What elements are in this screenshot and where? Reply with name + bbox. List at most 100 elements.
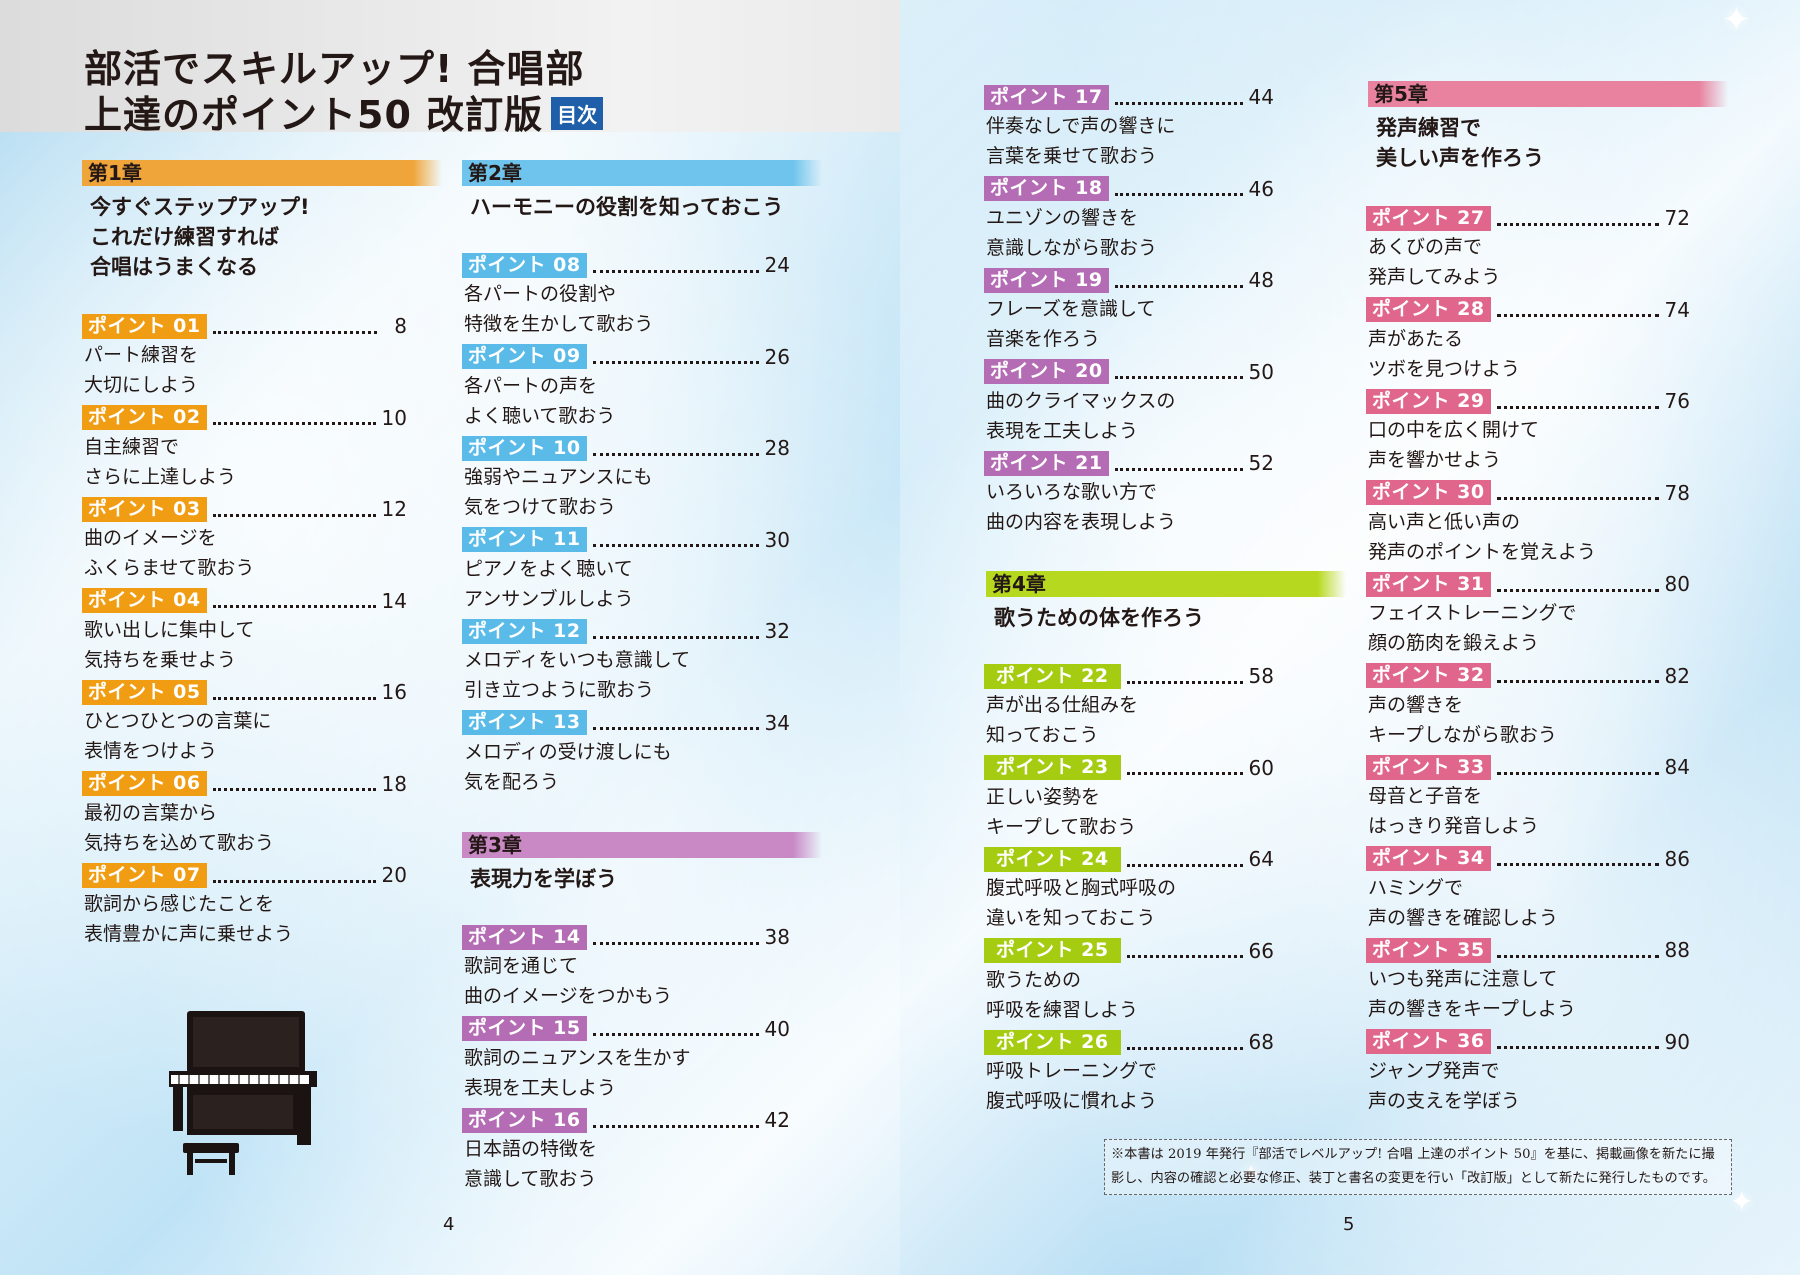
toc-entry[interactable]: ポイント 24 64 腹式呼吸と胸式呼吸の 違いを知っておこう: [984, 845, 1274, 937]
leader-dots: [592, 441, 759, 456]
toc-entry[interactable]: ポイント 07 20 歌詞から感じたことを 表情豊かに声に乗せよう: [82, 861, 407, 953]
toc-entry[interactable]: ポイント 33 84 母音と子音を はっきり発音しよう: [1366, 753, 1690, 845]
book-title-line2-text: 上達のポイント50 改訂版: [84, 93, 544, 137]
point-desc: 呼吸トレーニングで 腹式呼吸に慣れよう: [986, 1060, 1158, 1112]
chapter-5-points: ポイント 27 72 あくびの声で 発声してみよう ポイント 28 74 声があたる ツ…: [1366, 204, 1690, 1119]
page-number: 80: [1664, 572, 1690, 596]
point-badge: ポイント 22: [984, 663, 1121, 689]
page-number: 90: [1664, 1029, 1690, 1054]
page-number: 34: [764, 710, 790, 735]
toc-entry[interactable]: ポイント 10 28 強弱やニュアンスにも 気をつけて歌おう: [462, 434, 790, 526]
toc-entry[interactable]: ポイント 11 30 ピアノをよく聴いて アンサンブルしよう: [462, 526, 790, 618]
page-number: 28: [764, 436, 790, 460]
toc-entry[interactable]: ポイント 04 14 歌い出しに集中して 気持ちを乗せよう: [82, 587, 407, 679]
toc-entry[interactable]: ポイント 18 46 ユニゾンの響きを 意識しながら歌おう: [984, 175, 1274, 267]
leader-dots: [1496, 394, 1659, 409]
chapter-4: 第4章 歌うための体を作ろう: [986, 571, 1346, 633]
toc-entry[interactable]: ポイント 13 34 メロディの受け渡しにも 気を配ろう: [462, 709, 790, 801]
leader-dots: [1126, 852, 1243, 867]
chapter-3-points-b: ポイント 17 44 伴奏なしで声の響きに 言葉を乗せて歌おう ポイント 18 46 ユ…: [984, 83, 1274, 541]
toc-entry[interactable]: ポイント 01 8 パート練習を 大切にしよう: [82, 312, 407, 404]
point-badge: ポイント 13: [462, 710, 587, 735]
toc-entry[interactable]: ポイント 14 38 歌詞を通じて 曲のイメージをつかもう: [462, 923, 790, 1015]
toc-entry[interactable]: ポイント 06 18 最初の言葉から 気持ちを込めて歌おう: [82, 770, 407, 862]
sparkle-icon: ✦: [1722, 0, 1751, 40]
page-number: 20: [381, 863, 407, 887]
toc-entry[interactable]: ポイント 16 42 日本語の特徴を 意識して歌おう: [462, 1106, 790, 1198]
toc-entry[interactable]: ポイント 26 68 呼吸トレーニングで 腹式呼吸に慣れよう: [984, 1028, 1274, 1120]
point-badge: ポイント 12: [462, 618, 587, 644]
toc-entry[interactable]: ポイント 36 90 ジャンプ発声で 声の支えを学ぼう: [1366, 1028, 1690, 1120]
toc-entry[interactable]: ポイント 05 16 ひとつひとつの言葉に 表情をつけよう: [82, 678, 407, 770]
toc-entry[interactable]: ポイント 15 40 歌詞のニュアンスを生かす 表現を工夫しよう: [462, 1015, 790, 1107]
toc-badge: 目次: [551, 97, 604, 130]
point-desc: 最初の言葉から 気持ちを込めて歌おう: [84, 801, 275, 854]
point-desc: 口の中を広く開けて 声を響かせよう: [1368, 419, 1540, 471]
page-number: 68: [1248, 1030, 1274, 1054]
leader-dots: [592, 1113, 759, 1128]
toc-entry[interactable]: ポイント 32 82 声の響きを キープしながら歌おう: [1366, 662, 1690, 754]
point-badge: ポイント 18: [984, 176, 1109, 201]
toc-entry[interactable]: ポイント 08 24 各パートの役割や 特徴を生かして歌おう: [462, 251, 790, 343]
toc-entry[interactable]: ポイント 31 80 フェイストレーニングで 顔の筋肉を鍛えよう: [1366, 570, 1690, 662]
toc-entry[interactable]: ポイント 03 12 曲のイメージを ふくらませて歌おう: [82, 495, 407, 587]
chapter-title: 今すぐステップアップ! これだけ練習すれば 合唱はうまくなる: [90, 195, 310, 279]
point-desc: 歌詞から感じたことを 表情豊かに声に乗せよう: [84, 893, 294, 945]
point-badge: ポイント 04: [82, 588, 207, 613]
leader-dots: [212, 868, 376, 883]
leader-dots: [1114, 90, 1243, 105]
point-desc: 高い声と低い声の 発声のポイントを覚えよう: [1368, 510, 1597, 563]
leader-dots: [212, 319, 377, 334]
toc-entry[interactable]: ポイント 09 26 各パートの声を よく聴いて歌おう: [462, 343, 790, 435]
leader-dots: [212, 502, 376, 517]
chapter-1-points: ポイント 01 8 パート練習を 大切にしよう ポイント 02 10 自主練習で さらに…: [82, 312, 407, 953]
point-desc: 曲のイメージを ふくらませて歌おう: [84, 527, 255, 579]
point-desc: 歌詞を通じて 曲のイメージをつかもう: [464, 955, 673, 1007]
toc-entry[interactable]: ポイント 17 44 伴奏なしで声の響きに 言葉を乗せて歌おう: [984, 83, 1274, 175]
page-number-left: 4: [443, 1214, 455, 1235]
sparkle-icon: ✦: [1240, 1160, 1262, 1190]
point-desc: 日本語の特徴を 意識して歌おう: [464, 1138, 598, 1190]
leader-dots: [1496, 485, 1659, 500]
leader-dots: [592, 624, 759, 639]
point-badge: ポイント 16: [462, 1107, 587, 1133]
point-badge: ポイント 15: [462, 1016, 587, 1041]
page-number: 78: [1664, 480, 1690, 505]
chapter-2-points: ポイント 08 24 各パートの役割や 特徴を生かして歌おう ポイント 09 26 各パ…: [462, 251, 790, 800]
point-badge: ポイント 32: [1366, 663, 1491, 688]
toc-entry[interactable]: ポイント 27 72 あくびの声で 発声してみよう: [1366, 204, 1690, 296]
toc-entry[interactable]: ポイント 19 48 フレーズを意識して 音楽を作ろう: [984, 266, 1274, 358]
point-desc: あくびの声で 発声してみよう: [1368, 236, 1501, 288]
toc-entry[interactable]: ポイント 29 76 口の中を広く開けて 声を響かせよう: [1366, 387, 1690, 479]
toc-entry[interactable]: ポイント 25 66 歌うための 呼吸を練習しよう: [984, 937, 1274, 1029]
point-desc: 各パートの役割や 特徴を生かして歌おう: [464, 283, 654, 335]
point-badge: ポイント 23: [984, 755, 1121, 780]
leader-dots: [1114, 273, 1243, 288]
point-badge: ポイント 02: [82, 405, 207, 430]
toc-entry[interactable]: ポイント 12 32 メロディをいつも意識して 引き立つように歌おう: [462, 617, 790, 709]
point-desc: 声があたる ツボを見つけよう: [1368, 327, 1521, 380]
toc-entry[interactable]: ポイント 21 52 いろいろな歌い方で 曲の内容を表現しよう: [984, 449, 1274, 541]
toc-entry[interactable]: ポイント 22 58 声が出る仕組みを 知っておこう: [984, 662, 1274, 754]
toc-entry[interactable]: ポイント 20 50 曲のクライマックスの 表現を工夫しよう: [984, 358, 1274, 450]
leader-dots: [1126, 760, 1243, 775]
point-badge: ポイント 08: [462, 252, 587, 278]
point-badge: ポイント 10: [462, 435, 587, 461]
leader-dots: [1496, 943, 1659, 958]
point-desc: ジャンプ発声で 声の支えを学ぼう: [1368, 1059, 1521, 1112]
leader-dots: [212, 685, 376, 700]
leader-dots: [212, 410, 376, 425]
point-desc: 自主練習で さらに上達しよう: [84, 435, 237, 488]
page-number: 86: [1664, 846, 1690, 871]
point-desc: ユニゾンの響きを 意識しながら歌おう: [986, 206, 1158, 259]
toc-entry[interactable]: ポイント 35 88 いつも発声に注意して 声の響きをキープしよう: [1366, 936, 1690, 1028]
toc-entry[interactable]: ポイント 34 86 ハミングで 声の響きを確認しよう: [1366, 845, 1690, 937]
toc-entry[interactable]: ポイント 02 10 自主練習で さらに上達しよう: [82, 404, 407, 496]
piano-icon: [169, 1011, 317, 1175]
toc-entry[interactable]: ポイント 30 78 高い声と低い声の 発声のポイントを覚えよう: [1366, 479, 1690, 571]
chapter-label: 第5章: [1368, 81, 1728, 107]
toc-entry[interactable]: ポイント 28 74 声があたる ツボを見つけよう: [1366, 296, 1690, 388]
page-number: 74: [1664, 297, 1690, 322]
sparkle-icon: ✦: [1730, 1185, 1754, 1218]
toc-entry[interactable]: ポイント 23 60 正しい姿勢を キープして歌おう: [984, 754, 1274, 846]
